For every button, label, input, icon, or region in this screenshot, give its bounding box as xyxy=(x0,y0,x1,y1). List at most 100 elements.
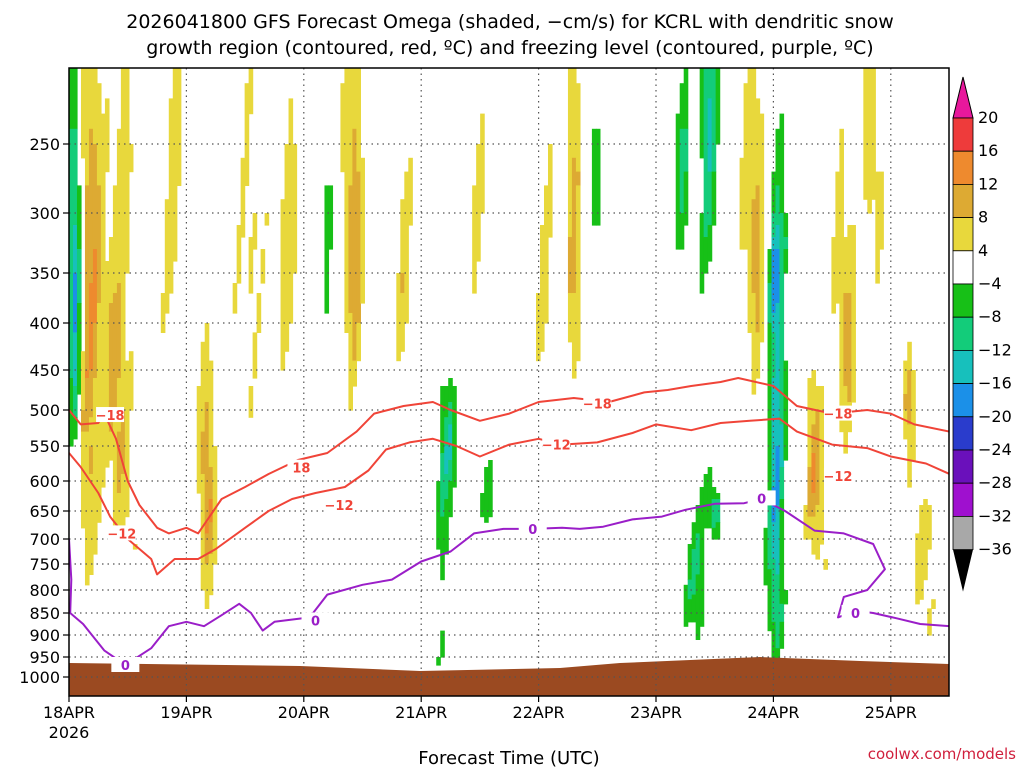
y-tick-label: 450 xyxy=(29,361,60,380)
omega-shade-cell xyxy=(92,144,98,250)
omega-shade-cell xyxy=(252,332,258,379)
omega-shade-cell xyxy=(208,467,214,500)
omega-shade-cell xyxy=(200,474,206,591)
omega-shade-cell xyxy=(567,237,573,294)
omega-shade-cell xyxy=(248,68,254,115)
omega-shade-cell xyxy=(687,544,693,581)
omega-shade-cell xyxy=(132,544,138,550)
omega-shade-cell xyxy=(775,128,781,186)
omega-shade-cell xyxy=(571,157,577,294)
omega-shade-cell xyxy=(348,185,354,314)
omega-shade-cell xyxy=(452,386,457,488)
contour-label-dendritic: −12 xyxy=(325,499,354,514)
omega-shade-cell xyxy=(160,293,166,333)
contour-label-bg xyxy=(841,605,870,620)
omega-shade-cell xyxy=(591,128,597,226)
x-tick-label: 20APR xyxy=(278,703,330,722)
colorbar-label: −12 xyxy=(978,340,1012,359)
omega-shade-cell xyxy=(927,608,932,636)
omega-shade-cell xyxy=(96,185,102,304)
axis-ticks xyxy=(63,143,892,702)
contour-label-bg xyxy=(96,407,125,423)
omega-shade-cell xyxy=(751,293,757,395)
omega-shade-cell xyxy=(84,431,90,586)
colorbar-swatch xyxy=(952,183,974,218)
omega-shade-cell xyxy=(683,584,689,627)
omega-shade-cell xyxy=(540,225,545,352)
omega-shade-cell xyxy=(743,83,749,250)
omega-shade-cell xyxy=(755,332,761,379)
omega-shade-cell xyxy=(775,446,781,506)
omega-shade-cell xyxy=(575,83,581,173)
omega-shade-cell xyxy=(683,171,689,226)
omega-shade-cell xyxy=(815,505,821,560)
omega-shade-cell xyxy=(755,98,761,186)
omega-shade-cell xyxy=(128,351,134,411)
contour-label-freezing: 0 xyxy=(311,614,320,629)
omega-shade-cell xyxy=(775,185,781,226)
omega-shade-cell xyxy=(767,493,773,570)
omega-shade-cell xyxy=(767,569,773,632)
omega-shade-cell xyxy=(843,237,848,294)
omega-shade-cell xyxy=(448,481,453,518)
omega-shade-cell xyxy=(84,370,90,379)
omega-shade-cell xyxy=(108,237,114,304)
omega-shade-cell xyxy=(88,68,94,130)
contour-label-bg xyxy=(107,525,136,541)
plot-frame xyxy=(68,67,950,697)
omega-shade-cell xyxy=(164,199,170,314)
contour-label-bg xyxy=(111,657,140,672)
omega-shade-cell xyxy=(767,283,773,324)
omega-shade-cell xyxy=(348,313,354,411)
omega-shade-cell xyxy=(679,213,685,250)
omega-shade-cell xyxy=(484,467,489,523)
omega-shade-cell xyxy=(356,323,361,362)
omega-shade-cell xyxy=(88,128,94,284)
omega-shade-cell xyxy=(779,424,785,468)
y-tick-label: 350 xyxy=(29,264,60,283)
omega-shade-cell xyxy=(352,68,357,130)
colorbar-label: −20 xyxy=(978,407,1012,426)
contour-label-bg xyxy=(287,459,316,475)
contour-label-bg xyxy=(583,395,612,411)
y-tick-label: 600 xyxy=(29,472,60,491)
omega-shade-cell xyxy=(96,83,102,186)
omega-shade-cell xyxy=(687,579,693,600)
y-tick-label: 750 xyxy=(29,555,60,574)
omega-shade-cell xyxy=(356,68,361,173)
x-axis-tick-labels: 18APR 19APR 20APR 21APR 22APR 23APR 24APR 25APR xyxy=(43,703,917,722)
omega-shade-cell xyxy=(208,360,214,468)
colorbar-bottom-arrow xyxy=(953,549,973,592)
omega-shade-cell xyxy=(675,113,681,250)
contour-label-bg xyxy=(301,612,330,628)
omega-shade-cell xyxy=(92,378,98,555)
omega-shade-cell xyxy=(815,410,821,506)
omega-shade-cell xyxy=(779,113,785,214)
omega-shade-cell xyxy=(695,533,701,575)
omega-shade-cell xyxy=(252,213,258,250)
omega-shade-cell xyxy=(703,237,709,274)
omega-shade-cell xyxy=(200,431,206,475)
omega-shade-cell xyxy=(356,171,361,324)
omega-shade-cell xyxy=(691,549,697,596)
omega-shade-cell xyxy=(803,505,809,540)
omega-shade-cell xyxy=(232,283,238,314)
omega-shade-cell xyxy=(775,249,781,304)
colorbar-swatch xyxy=(952,316,974,351)
omega-shade-cell xyxy=(444,386,449,418)
omega-shade-cell xyxy=(847,225,852,294)
omega-shade-cell xyxy=(823,559,829,570)
omega-shade-cell xyxy=(104,98,110,173)
omega-shade-cell xyxy=(112,185,118,294)
omega-shade-cell xyxy=(567,293,573,343)
omega-shade-cell xyxy=(835,171,840,304)
colorbar-swatch xyxy=(952,482,974,517)
omega-shade-cell xyxy=(779,213,785,425)
plot-background xyxy=(69,68,949,696)
omega-shade-cell xyxy=(116,431,122,494)
contour-label-dendritic: −18 xyxy=(823,408,852,423)
colorbar-label: −36 xyxy=(978,540,1012,559)
colorbar-swatch xyxy=(952,449,974,484)
omega-shade-cell xyxy=(69,128,74,379)
y-tick-label: 1000 xyxy=(19,668,60,687)
